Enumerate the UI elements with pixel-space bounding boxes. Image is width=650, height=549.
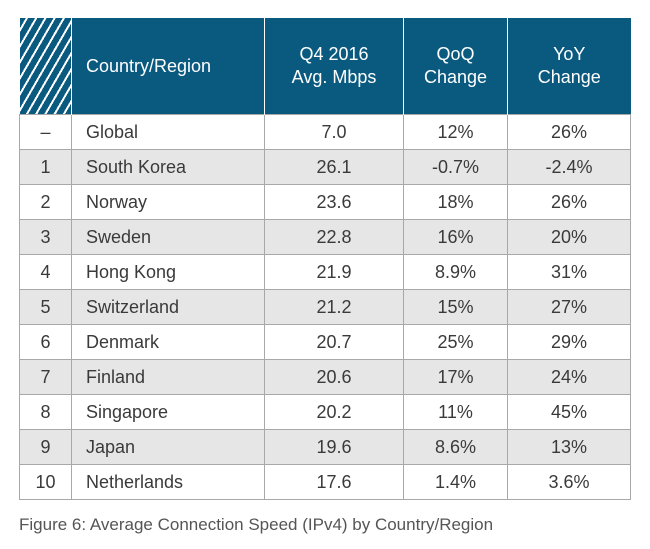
table-row: – Global 7.0 12% 26% xyxy=(19,114,631,150)
speed-cell: 17.6 xyxy=(264,464,404,500)
speed-table-container: Country/Region Q4 2016 Avg. Mbps QoQ Chang… xyxy=(19,18,631,500)
header-speed-line2: Avg. Mbps xyxy=(291,67,377,87)
table-row: 10 Netherlands 17.6 1.4% 3.6% xyxy=(19,464,631,500)
header-qoq: QoQ Change xyxy=(403,18,508,115)
rank-cell: 3 xyxy=(19,219,72,255)
qoq-cell: -0.7% xyxy=(403,149,508,185)
table-row: 1 South Korea 26.1 -0.7% -2.4% xyxy=(19,149,631,185)
speed-cell: 20.6 xyxy=(264,359,404,395)
yoy-cell: 26% xyxy=(507,184,631,220)
rank-cell: – xyxy=(19,114,72,150)
yoy-cell: -2.4% xyxy=(507,149,631,185)
rank-cell: 8 xyxy=(19,394,72,430)
speed-cell: 20.7 xyxy=(264,324,404,360)
speed-cell: 20.2 xyxy=(264,394,404,430)
speed-cell: 19.6 xyxy=(264,429,404,465)
yoy-cell: 3.6% xyxy=(507,464,631,500)
header-qoq-line1: QoQ xyxy=(436,44,475,64)
speed-cell: 21.2 xyxy=(264,289,404,325)
rank-cell: 1 xyxy=(19,149,72,185)
header-country: Country/Region xyxy=(71,18,265,115)
country-cell: Singapore xyxy=(71,394,265,430)
yoy-cell: 27% xyxy=(507,289,631,325)
speed-cell: 7.0 xyxy=(264,114,404,150)
table-row: 2 Norway 23.6 18% 26% xyxy=(19,184,631,220)
yoy-cell: 45% xyxy=(507,394,631,430)
country-cell: Japan xyxy=(71,429,265,465)
table-row: 5 Switzerland 21.2 15% 27% xyxy=(19,289,631,325)
qoq-cell: 11% xyxy=(403,394,508,430)
header-yoy: YoY Change xyxy=(507,18,631,115)
table-body: – Global 7.0 12% 26% 1 South Korea 26.1 … xyxy=(19,114,631,500)
qoq-cell: 8.6% xyxy=(403,429,508,465)
qoq-cell: 17% xyxy=(403,359,508,395)
yoy-cell: 31% xyxy=(507,254,631,290)
speed-cell: 26.1 xyxy=(264,149,404,185)
yoy-cell: 26% xyxy=(507,114,631,150)
connection-speed-table: Country/Region Q4 2016 Avg. Mbps QoQ Chang… xyxy=(19,18,631,500)
table-row: 8 Singapore 20.2 11% 45% xyxy=(19,394,631,430)
yoy-cell: 13% xyxy=(507,429,631,465)
country-cell: South Korea xyxy=(71,149,265,185)
header-speed: Q4 2016 Avg. Mbps xyxy=(264,18,404,115)
table-row: 4 Hong Kong 21.9 8.9% 31% xyxy=(19,254,631,290)
rank-cell: 10 xyxy=(19,464,72,500)
table-row: 3 Sweden 22.8 16% 20% xyxy=(19,219,631,255)
country-cell: Denmark xyxy=(71,324,265,360)
header-country-label: Country/Region xyxy=(86,55,212,76)
header-row: Country/Region Q4 2016 Avg. Mbps QoQ Chang… xyxy=(19,18,631,115)
table-row: 7 Finland 20.6 17% 24% xyxy=(19,359,631,395)
header-qoq-line2: Change xyxy=(423,67,488,87)
rank-cell: 7 xyxy=(19,359,72,395)
country-cell: Switzerland xyxy=(71,289,265,325)
yoy-cell: 29% xyxy=(507,324,631,360)
country-cell: Netherlands xyxy=(71,464,265,500)
header-speed-line1: Q4 2016 xyxy=(299,44,369,64)
rank-cell: 5 xyxy=(19,289,72,325)
rank-cell: 6 xyxy=(19,324,72,360)
rank-cell: 4 xyxy=(19,254,72,290)
table-row: 6 Denmark 20.7 25% 29% xyxy=(19,324,631,360)
speed-cell: 22.8 xyxy=(264,219,404,255)
figure-caption: Figure 6: Average Connection Speed (IPv4… xyxy=(19,515,494,534)
rank-cell: 2 xyxy=(19,184,72,220)
speed-cell: 21.9 xyxy=(264,254,404,290)
rank-cell: 9 xyxy=(19,429,72,465)
header-rank-hatch xyxy=(19,18,72,115)
country-cell: Norway xyxy=(71,184,265,220)
header-yoy-line2: Change xyxy=(537,67,601,87)
qoq-cell: 8.9% xyxy=(403,254,508,290)
qoq-cell: 25% xyxy=(403,324,508,360)
yoy-cell: 24% xyxy=(507,359,631,395)
hatch-pattern xyxy=(19,18,72,114)
speed-cell: 23.6 xyxy=(264,184,404,220)
table-row: 9 Japan 19.6 8.6% 13% xyxy=(19,429,631,465)
country-cell: Global xyxy=(71,114,265,150)
qoq-cell: 12% xyxy=(403,114,508,150)
country-cell: Finland xyxy=(71,359,265,395)
yoy-cell: 20% xyxy=(507,219,631,255)
qoq-cell: 1.4% xyxy=(403,464,508,500)
qoq-cell: 16% xyxy=(403,219,508,255)
country-cell: Hong Kong xyxy=(71,254,265,290)
qoq-cell: 15% xyxy=(403,289,508,325)
country-cell: Sweden xyxy=(71,219,265,255)
header-yoy-line1: YoY xyxy=(553,44,586,64)
qoq-cell: 18% xyxy=(403,184,508,220)
